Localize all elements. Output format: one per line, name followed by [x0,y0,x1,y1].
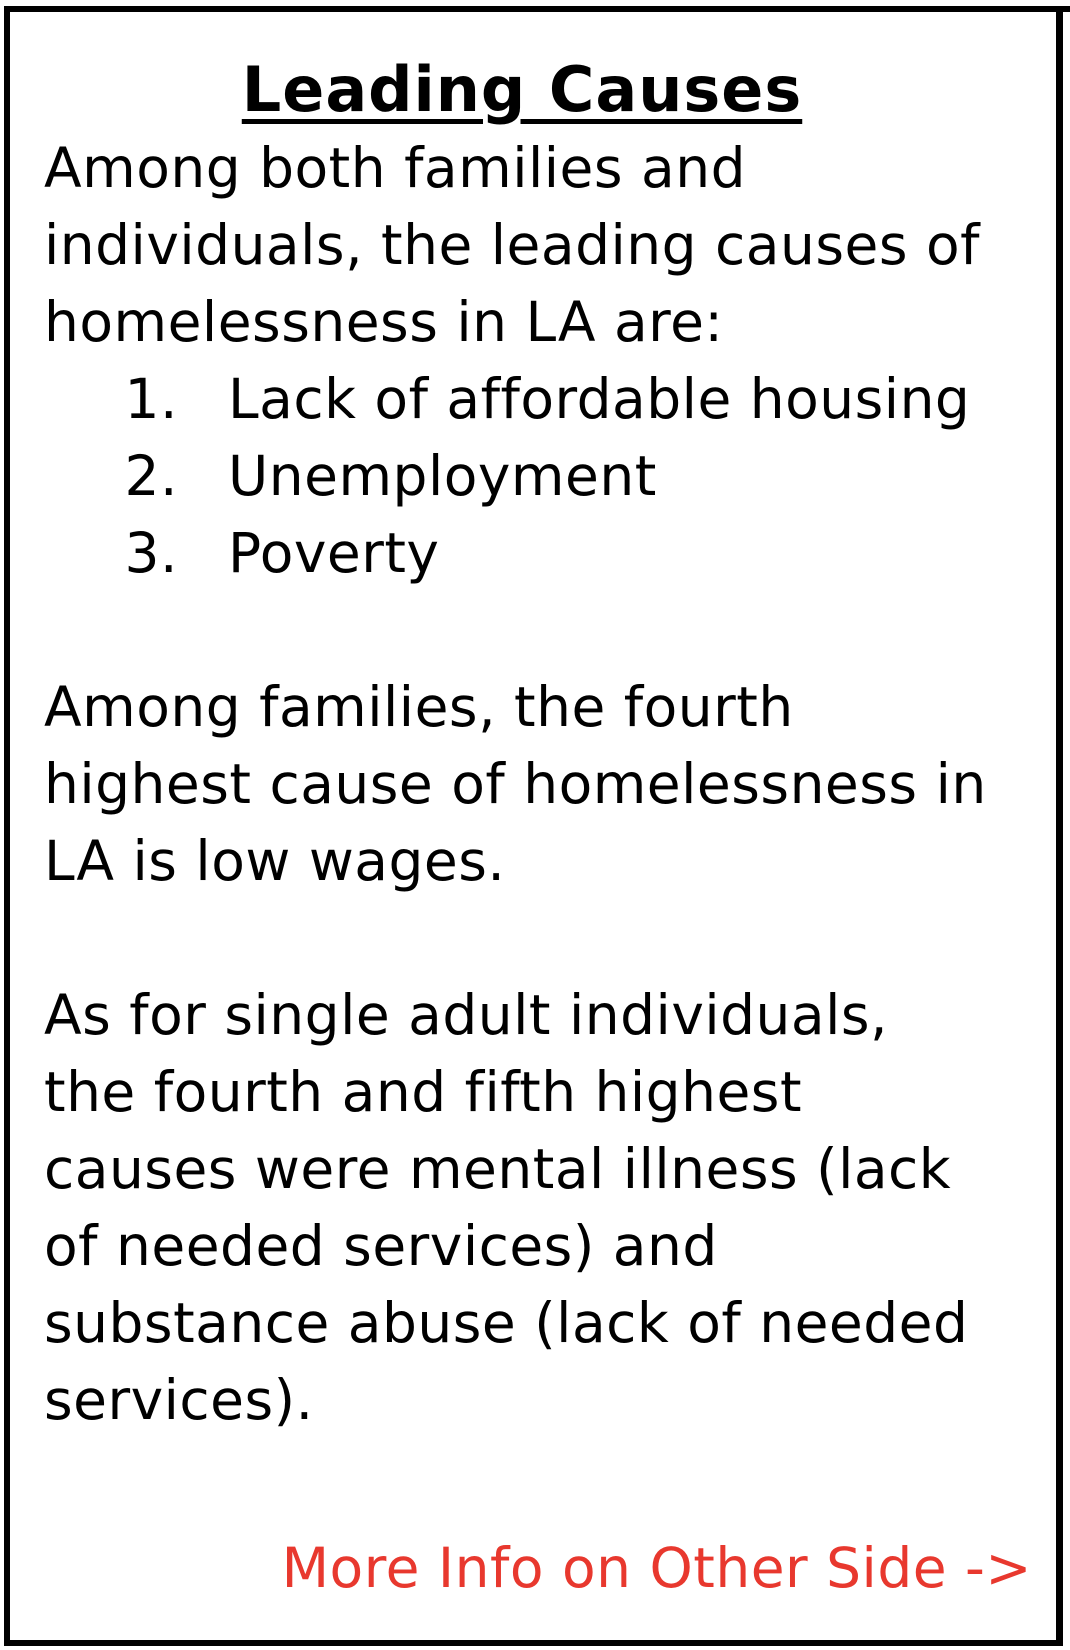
families-line: Among families, the fourth [44,675,794,739]
intro-paragraph: Among both families and individuals, the… [44,130,1024,361]
individuals-line: As for single adult individuals, [44,983,889,1047]
more-info-link[interactable]: More Info on Other Side -> [281,1536,1032,1600]
spacer [44,592,1024,669]
list-item: 1. Lack of affordable housing [44,361,1024,438]
individuals-line: services). [44,1368,314,1432]
individuals-line: of needed services) and [44,1214,718,1278]
card-border [4,6,1063,1646]
card-content: Leading Causes Among both families and i… [44,50,1024,1439]
individuals-paragraph: As for single adult individuals, the fou… [44,977,1024,1439]
spacer [44,900,1024,977]
individuals-line: substance abuse (lack of needed [44,1291,969,1355]
individuals-line: the fourth and fifth highest [44,1060,803,1124]
page-title: Leading Causes [241,53,803,126]
intro-line: Among both families and [44,136,747,200]
list-number: 3. [124,521,178,585]
border-corner [1050,6,1070,12]
list-label: Poverty [228,521,440,585]
families-line: highest cause of homelessness in [44,752,987,816]
families-line: LA is low wages. [44,829,506,893]
list-item: 2. Unemployment [44,438,1024,515]
causes-list: 1. Lack of affordable housing 2. Unemplo… [44,361,1024,592]
list-number: 2. [124,444,178,508]
intro-line: individuals, the leading causes of [44,213,980,277]
families-paragraph: Among families, the fourth highest cause… [44,669,1024,900]
list-number: 1. [124,367,178,431]
list-label: Lack of affordable housing [228,367,971,431]
list-label: Unemployment [228,444,657,508]
list-item: 3. Poverty [44,515,1024,592]
individuals-line: causes were mental illness (lack [44,1137,952,1201]
intro-line: homelessness in LA are: [44,290,724,354]
